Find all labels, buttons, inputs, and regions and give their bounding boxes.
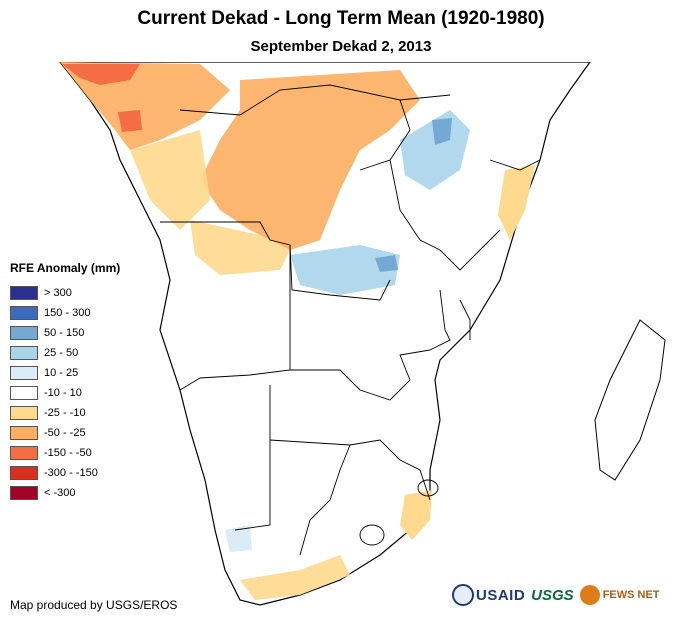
strong-dry-anomaly-coast <box>118 110 142 132</box>
legend-label: -150 - -50 <box>44 447 92 459</box>
legend-swatch <box>10 466 38 480</box>
legend-label: 50 - 150 <box>44 327 85 339</box>
light-dry-anomaly-south <box>190 220 290 275</box>
rainfall-anomaly-map <box>59 62 666 606</box>
logos: USAID USGS FEWS NET <box>452 584 660 606</box>
legend-label: -10 - 10 <box>44 387 82 399</box>
dry-anomaly-central <box>200 70 420 250</box>
legend-item: -50 - -25 <box>10 423 120 443</box>
usaid-seal-icon <box>452 584 474 606</box>
map-subtitle: September Dekad 2, 2013 <box>250 38 432 55</box>
legend-swatch <box>10 406 38 420</box>
legend-swatch <box>10 486 38 500</box>
light-dry-anomaly-west <box>130 130 210 230</box>
legend-swatch <box>10 366 38 380</box>
legend-label: > 300 <box>44 287 72 299</box>
usgs-logo: USGS <box>531 586 574 604</box>
usaid-logo: USAID <box>452 584 525 606</box>
legend-swatch <box>10 426 38 440</box>
legend-item: 10 - 25 <box>10 363 120 383</box>
wet-anomaly-patch <box>375 255 398 272</box>
strong-dry-anomaly-northwest <box>62 64 140 85</box>
legend-label: -50 - -25 <box>44 427 86 439</box>
legend-title: RFE Anomaly (mm) <box>10 261 121 275</box>
fews-globe-icon <box>579 585 600 605</box>
legend-item: -300 - -150 <box>10 463 120 483</box>
fews-net-logo: FEWS NET <box>579 585 660 605</box>
legend-swatch <box>10 326 38 340</box>
legend-item: -10 - 10 <box>10 383 120 403</box>
legend-label: -25 - -10 <box>44 407 86 419</box>
legend-swatch <box>10 306 38 320</box>
wet-anomaly-core <box>432 118 452 145</box>
legend-label: < -300 <box>44 487 76 499</box>
legend-item: -150 - -50 <box>10 443 120 463</box>
madagascar <box>594 319 666 481</box>
legend-item: 25 - 50 <box>10 343 120 363</box>
map-title: Current Dekad - Long Term Mean (1920-198… <box>137 8 545 29</box>
legend-swatch <box>10 446 38 460</box>
wet-anomaly-east <box>400 110 470 190</box>
wet-anomaly-light-south <box>225 525 252 552</box>
legend-label: -300 - -150 <box>44 467 98 479</box>
legend-item: 150 - 300 <box>10 303 120 323</box>
light-dry-anomaly-eastcoast <box>498 165 535 240</box>
legend-swatch <box>10 346 38 360</box>
wet-anomaly-south-central <box>290 245 400 295</box>
legend-label: 10 - 25 <box>44 367 79 379</box>
legend-item: > 300 <box>10 283 120 303</box>
legend-item: < -300 <box>10 483 120 503</box>
legend-item: 50 - 150 <box>10 323 120 343</box>
country-borders <box>160 84 541 556</box>
legend-label: 150 - 300 <box>44 307 91 319</box>
light-dry-anomaly-natal <box>400 490 432 540</box>
legend-swatch <box>10 386 38 400</box>
credit-text: Map produced by USGS/EROS <box>10 598 178 612</box>
legend-label: 25 - 50 <box>44 347 79 359</box>
legend-item: -25 - -10 <box>10 403 120 423</box>
legend-swatch <box>10 286 38 300</box>
legend: RFE Anomaly (mm) > 300 150 - 300 50 - 150 2… <box>10 261 120 503</box>
light-dry-anomaly-cape <box>240 555 350 600</box>
